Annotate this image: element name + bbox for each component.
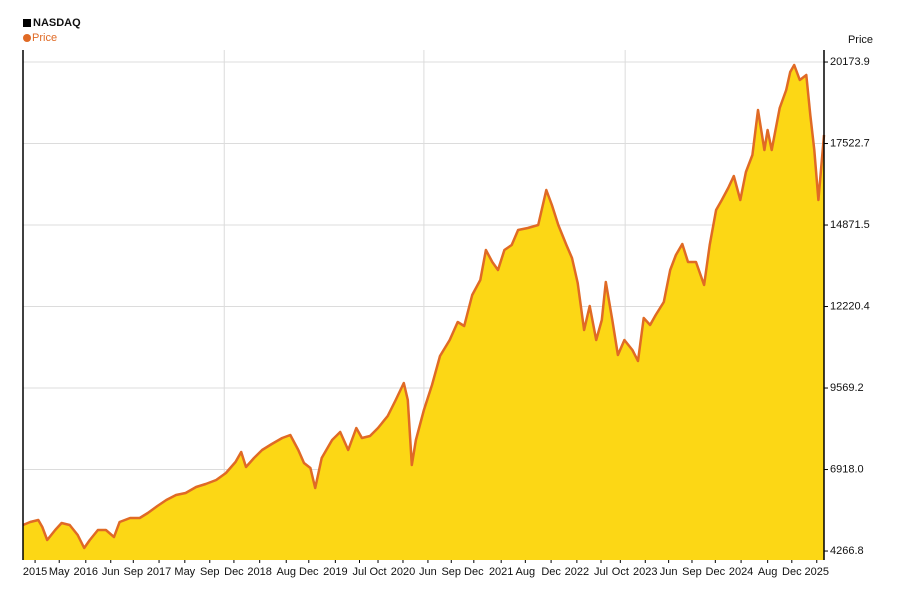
x-tick-label: Dec xyxy=(224,566,244,578)
x-tick-label: Oct xyxy=(612,566,629,578)
area xyxy=(23,65,824,560)
x-tick-label: Jun xyxy=(660,566,678,578)
y-tick-label: 14871.5 xyxy=(830,219,870,231)
x-tick-label: Dec xyxy=(706,566,726,578)
x-tick-label: Jul xyxy=(352,566,366,578)
x-tick-label: Sep xyxy=(682,566,702,578)
x-tick-label: Jun xyxy=(419,566,437,578)
y-tick-label: 12220.4 xyxy=(830,300,870,312)
chart-title: NASDAQ xyxy=(33,17,81,29)
y-tick-label: 9569.2 xyxy=(830,382,864,394)
x-tick-label: Aug xyxy=(758,566,778,578)
x-tick-label: Jul xyxy=(594,566,608,578)
x-tick-label: 2020 xyxy=(391,566,415,578)
legend-marker xyxy=(23,34,31,42)
line xyxy=(22,63,826,550)
y-tick-label: 17522.7 xyxy=(830,137,870,149)
y-axis-label: Price xyxy=(848,34,873,46)
x-tick-label: 2016 xyxy=(74,566,98,578)
x-tick-label: 2025 xyxy=(805,566,829,578)
x-tick-label: May xyxy=(174,566,195,578)
x-tick-label: Jun xyxy=(102,566,120,578)
x-tick-label: 2023 xyxy=(633,566,657,578)
x-tick-label: 2015 xyxy=(23,566,47,578)
x-tick-label: Oct xyxy=(369,566,386,578)
x-tick-label: Dec xyxy=(464,566,484,578)
x-tick-label: 2022 xyxy=(565,566,589,578)
y-tick-label: 20173.9 xyxy=(830,56,870,68)
x-tick-label: Dec xyxy=(299,566,319,578)
x-tick-label: May xyxy=(49,566,70,578)
x-tick-label: Aug xyxy=(516,566,536,578)
title-marker xyxy=(23,19,31,27)
x-tick-label: Dec xyxy=(541,566,561,578)
x-tick-label: 2024 xyxy=(729,566,753,578)
x-tick-label: 2017 xyxy=(147,566,171,578)
x-tick-label: 2019 xyxy=(323,566,347,578)
y-tick-label: 6918.0 xyxy=(830,463,864,475)
x-tick-label: Sep xyxy=(200,566,220,578)
x-tick-label: Aug xyxy=(276,566,296,578)
x-tick-label: 2018 xyxy=(247,566,271,578)
legend-label: Price xyxy=(32,32,57,44)
x-tick-label: Sep xyxy=(123,566,143,578)
x-tick-label: Dec xyxy=(782,566,802,578)
x-tick-label: 2021 xyxy=(489,566,513,578)
x-tick-label: Sep xyxy=(441,566,461,578)
y-tick-label: 4266.8 xyxy=(830,545,864,557)
